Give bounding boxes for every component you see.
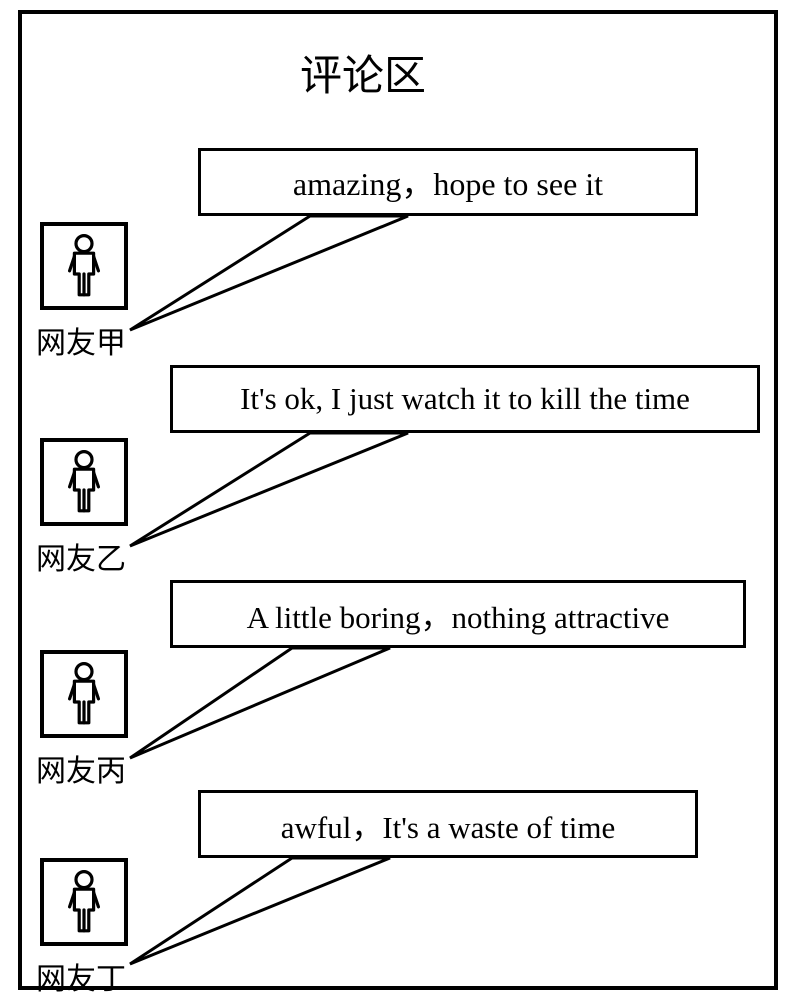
- avatar-user-4: [40, 858, 128, 946]
- avatar-user-1: [40, 222, 128, 310]
- comment-bubble-1: amazing，hope to see it: [198, 148, 698, 216]
- comment-bubble-3: A little boring，nothing attractive: [170, 580, 746, 648]
- comment-text-2: It's ok, I just watch it to kill the tim…: [240, 381, 690, 417]
- comment-text-1: amazing，hope to see it: [293, 159, 603, 205]
- user-label-1: 网友甲: [36, 318, 126, 362]
- page-title: 评论区: [300, 42, 426, 103]
- avatar-user-2: [40, 438, 128, 526]
- bubble-tail-3: [126, 644, 394, 762]
- person-icon: [44, 226, 124, 306]
- comment-section-figure: 评论区 网友甲 amazing，hope to see it 网友乙 It's …: [0, 0, 789, 1000]
- avatar-user-3: [40, 650, 128, 738]
- comment-text-4: awful，It's a waste of time: [281, 802, 615, 847]
- bubble-tail-4: [126, 854, 394, 968]
- comment-bubble-4: awful，It's a waste of time: [198, 790, 698, 858]
- bubble-tail-2: [126, 429, 412, 550]
- person-icon: [44, 654, 124, 734]
- comment-bubble-2: It's ok, I just watch it to kill the tim…: [170, 365, 760, 433]
- user-label-3: 网友丙: [36, 746, 126, 790]
- person-icon: [44, 862, 124, 942]
- person-icon: [44, 442, 124, 522]
- user-label-4: 网友丁: [36, 954, 126, 998]
- user-label-2: 网友乙: [36, 534, 126, 578]
- comment-text-3: A little boring，nothing attractive: [247, 592, 670, 637]
- bubble-tail-1: [126, 212, 412, 334]
